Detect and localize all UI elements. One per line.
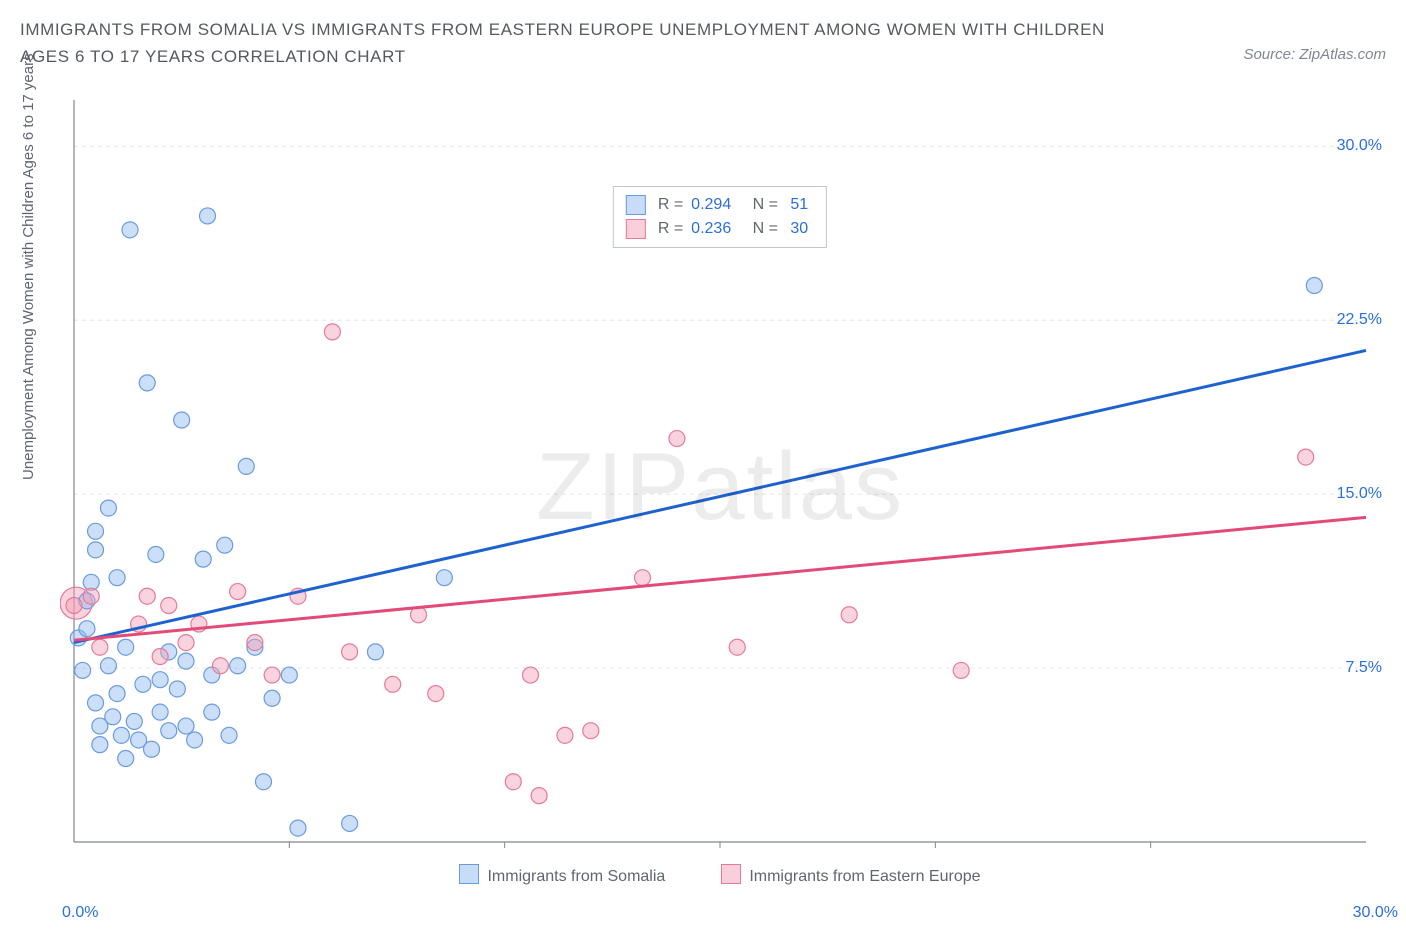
series-legend-item: Immigrants from Somalia: [459, 868, 665, 885]
scatter-point: [152, 672, 168, 688]
scatter-point: [79, 621, 95, 637]
legend-swatch: [721, 864, 741, 884]
legend-swatch: [459, 864, 479, 884]
legend-swatch: [626, 219, 646, 239]
scatter-point: [342, 644, 358, 660]
scatter-point: [195, 551, 211, 567]
bottom-legend: Immigrants from Somalia Immigrants from E…: [60, 864, 1380, 886]
scatter-point: [238, 458, 254, 474]
scatter-point: [1298, 449, 1314, 465]
y-tick-label: 30.0%: [1337, 137, 1382, 155]
scatter-point: [187, 732, 203, 748]
scatter-point: [264, 690, 280, 706]
legend-n-value: 30: [786, 217, 808, 241]
y-tick-label: 22.5%: [1337, 311, 1382, 329]
scatter-point: [204, 704, 220, 720]
scatter-point: [290, 820, 306, 836]
scatter-point: [1306, 278, 1322, 294]
scatter-point: [178, 635, 194, 651]
scatter-point: [281, 667, 297, 683]
scatter-point: [144, 741, 160, 757]
scatter-point: [367, 644, 383, 660]
scatter-point: [178, 718, 194, 734]
scatter-point: [126, 713, 142, 729]
legend-r-value: 0.294: [691, 193, 731, 217]
chart-title: IMMIGRANTS FROM SOMALIA VS IMMIGRANTS FR…: [20, 16, 1120, 70]
legend-swatch: [626, 195, 646, 215]
scatter-point: [230, 658, 246, 674]
y-tick-label: 15.0%: [1337, 485, 1382, 503]
scatter-point: [88, 542, 104, 558]
scatter-point: [118, 639, 134, 655]
y-tick-label: 7.5%: [1346, 659, 1382, 677]
scatter-point: [841, 607, 857, 623]
scatter-point: [139, 375, 155, 391]
x-tick-max: 30.0%: [1353, 904, 1398, 922]
legend-r-label: R =: [658, 217, 683, 241]
scatter-point: [92, 737, 108, 753]
legend-n-value: 51: [786, 193, 808, 217]
scatter-point: [66, 597, 82, 613]
scatter-point: [113, 727, 129, 743]
trend-line: [74, 350, 1366, 642]
scatter-point: [109, 686, 125, 702]
legend-r-value: 0.236: [691, 217, 731, 241]
scatter-point: [88, 695, 104, 711]
scatter-point: [139, 588, 155, 604]
scatter-point: [264, 667, 280, 683]
scatter-point: [75, 662, 91, 678]
scatter-point: [247, 635, 263, 651]
scatter-point: [152, 704, 168, 720]
y-axis-label: Unemployment Among Women with Children A…: [20, 53, 37, 480]
legend-n-label: N =: [739, 217, 778, 241]
scatter-point: [174, 412, 190, 428]
series-legend-item: Immigrants from Eastern Europe: [721, 868, 980, 885]
chart-area: ZIPatlas R = 0.294 N = 51R = 0.236 N = 3…: [60, 92, 1380, 882]
scatter-point: [161, 723, 177, 739]
scatter-point: [255, 774, 271, 790]
scatter-point: [105, 709, 121, 725]
scatter-point: [634, 570, 650, 586]
scatter-point: [221, 727, 237, 743]
legend-n-label: N =: [739, 193, 778, 217]
scatter-point: [135, 676, 151, 692]
scatter-point: [200, 208, 216, 224]
scatter-point: [428, 686, 444, 702]
scatter-point: [118, 751, 134, 767]
trend-line: [74, 517, 1366, 640]
scatter-point: [557, 727, 573, 743]
scatter-point: [122, 222, 138, 238]
scatter-point: [669, 431, 685, 447]
scatter-point: [100, 500, 116, 516]
scatter-point: [953, 662, 969, 678]
scatter-point: [92, 639, 108, 655]
scatter-point: [212, 658, 228, 674]
scatter-point: [230, 584, 246, 600]
x-tick-min: 0.0%: [62, 904, 98, 922]
scatter-point: [169, 681, 185, 697]
scatter-point: [178, 653, 194, 669]
stats-legend: R = 0.294 N = 51R = 0.236 N = 30: [613, 186, 827, 248]
scatter-point: [109, 570, 125, 586]
scatter-point: [217, 537, 233, 553]
legend-r-label: R =: [658, 193, 683, 217]
legend-row: R = 0.294 N = 51: [626, 193, 808, 217]
scatter-point: [505, 774, 521, 790]
scatter-point: [100, 658, 116, 674]
scatter-point: [583, 723, 599, 739]
scatter-point: [436, 570, 452, 586]
scatter-point: [83, 588, 99, 604]
scatter-point: [385, 676, 401, 692]
legend-row: R = 0.236 N = 30: [626, 217, 808, 241]
scatter-point: [161, 597, 177, 613]
scatter-point: [523, 667, 539, 683]
scatter-point: [342, 815, 358, 831]
scatter-point: [729, 639, 745, 655]
scatter-point: [531, 788, 547, 804]
scatter-point: [88, 523, 104, 539]
scatter-point: [148, 546, 164, 562]
source-credit: Source: ZipAtlas.com: [1243, 46, 1386, 63]
scatter-point: [152, 649, 168, 665]
scatter-point: [324, 324, 340, 340]
